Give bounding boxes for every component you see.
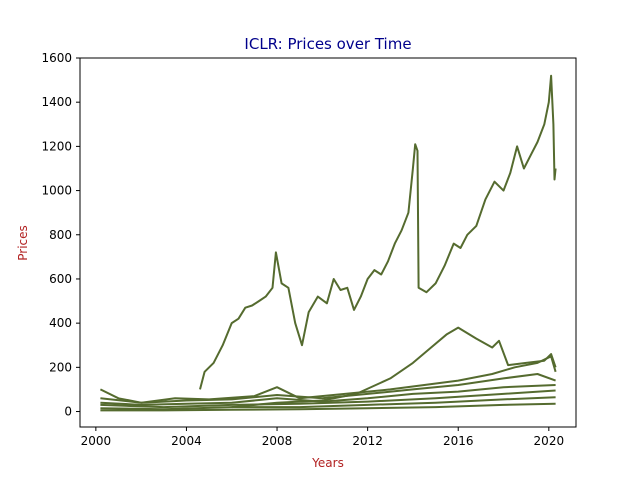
x-tick-label: 2000 [81, 434, 112, 448]
x-tick-label: 2004 [171, 434, 202, 448]
x-tick-label: 2012 [352, 434, 383, 448]
x-axis: 2000 2004 2008 2012 2016 2020 [81, 427, 565, 448]
y-tick-label: 400 [49, 316, 72, 330]
y-axis: 0 200 400 600 800 1000 1200 1400 1600 [41, 51, 80, 419]
y-tick-label: 1600 [41, 51, 72, 65]
series-line-4 [100, 373, 556, 404]
y-tick-label: 1000 [41, 184, 72, 198]
x-tick-label: 2016 [443, 434, 474, 448]
y-tick-label: 600 [49, 272, 72, 286]
chart-title: ICLR: Prices over Time [244, 35, 411, 53]
plot-frame [79, 57, 577, 428]
series-line-5 [100, 384, 556, 406]
x-tick-label: 2008 [262, 434, 293, 448]
series-line-7 [100, 396, 556, 411]
y-tick-label: 800 [49, 228, 72, 242]
y-tick-label: 0 [64, 405, 72, 419]
y-axis-label: Prices [16, 225, 30, 261]
series-line-6 [100, 389, 556, 409]
y-tick-label: 1400 [41, 95, 72, 109]
y-tick-label: 200 [49, 360, 72, 374]
plot-lines [99, 74, 557, 412]
series-line-3 [99, 355, 557, 404]
series-line-1 [199, 74, 557, 390]
series-line-8 [100, 402, 556, 412]
x-tick-label: 2020 [534, 434, 565, 448]
x-axis-label: Years [311, 456, 344, 470]
y-tick-label: 1200 [41, 139, 72, 153]
